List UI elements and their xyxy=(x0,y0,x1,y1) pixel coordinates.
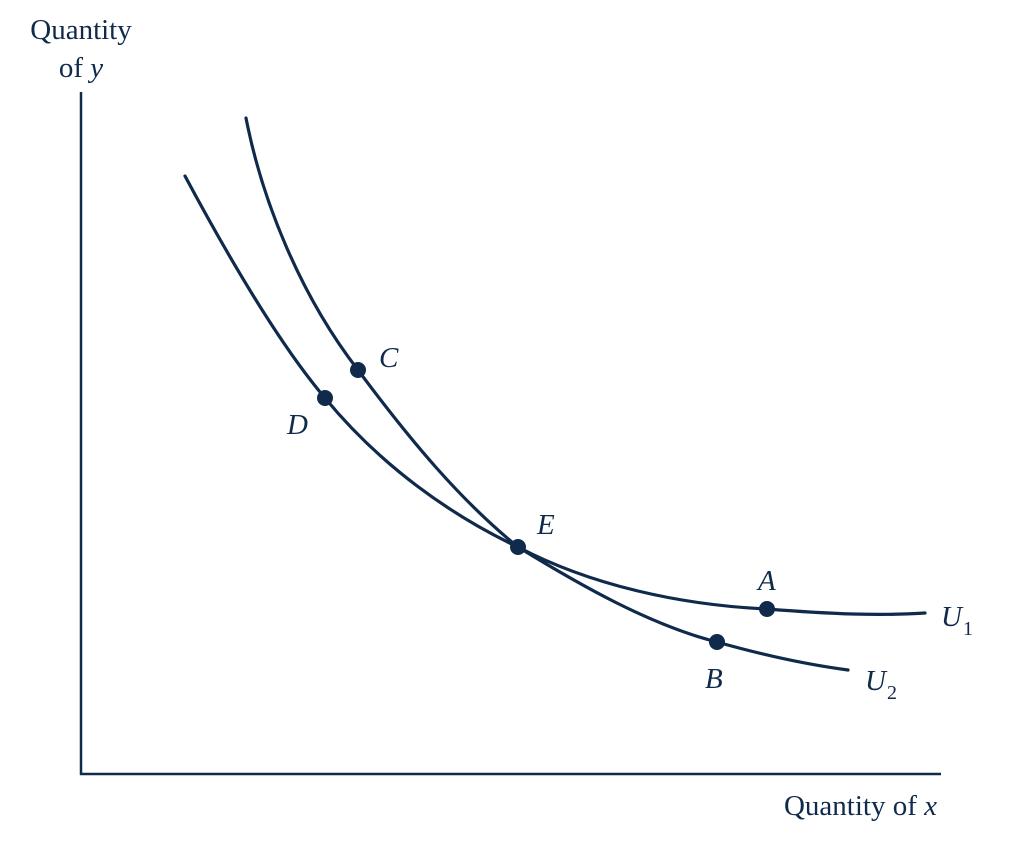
point-b-label: B xyxy=(705,663,723,695)
y-axis-label-line1: Quantity xyxy=(30,14,132,46)
curve-u2-subscript: 2 xyxy=(887,682,897,704)
indifference-curve-u1 xyxy=(244,116,927,617)
y-axis-label-line2: of y xyxy=(59,52,103,84)
point-e-label: E xyxy=(536,509,555,541)
x-axis-label-prefix: Quantity of xyxy=(784,790,924,822)
point-a xyxy=(759,601,775,617)
x-axis-label: Quantity of x xyxy=(784,790,937,822)
point-d-label: D xyxy=(286,409,308,441)
point-b xyxy=(709,634,725,650)
point-a-label: A xyxy=(756,565,776,597)
point-d xyxy=(317,390,333,406)
point-c-label: C xyxy=(379,342,399,374)
point-c xyxy=(350,362,366,378)
curve-u2-label: U2 xyxy=(865,665,897,704)
curve-u1-subscript: 1 xyxy=(963,618,973,640)
indifference-curve-u2 xyxy=(183,174,850,672)
y-axis-label-prefix: of xyxy=(59,52,90,84)
curve-u1-base: U xyxy=(941,601,964,633)
y-axis-variable: y xyxy=(87,52,103,84)
curve-u1-label: U1 xyxy=(941,601,973,640)
x-axis-variable: x xyxy=(923,790,937,822)
curve-u2-base: U xyxy=(865,665,888,697)
point-e xyxy=(510,539,526,555)
